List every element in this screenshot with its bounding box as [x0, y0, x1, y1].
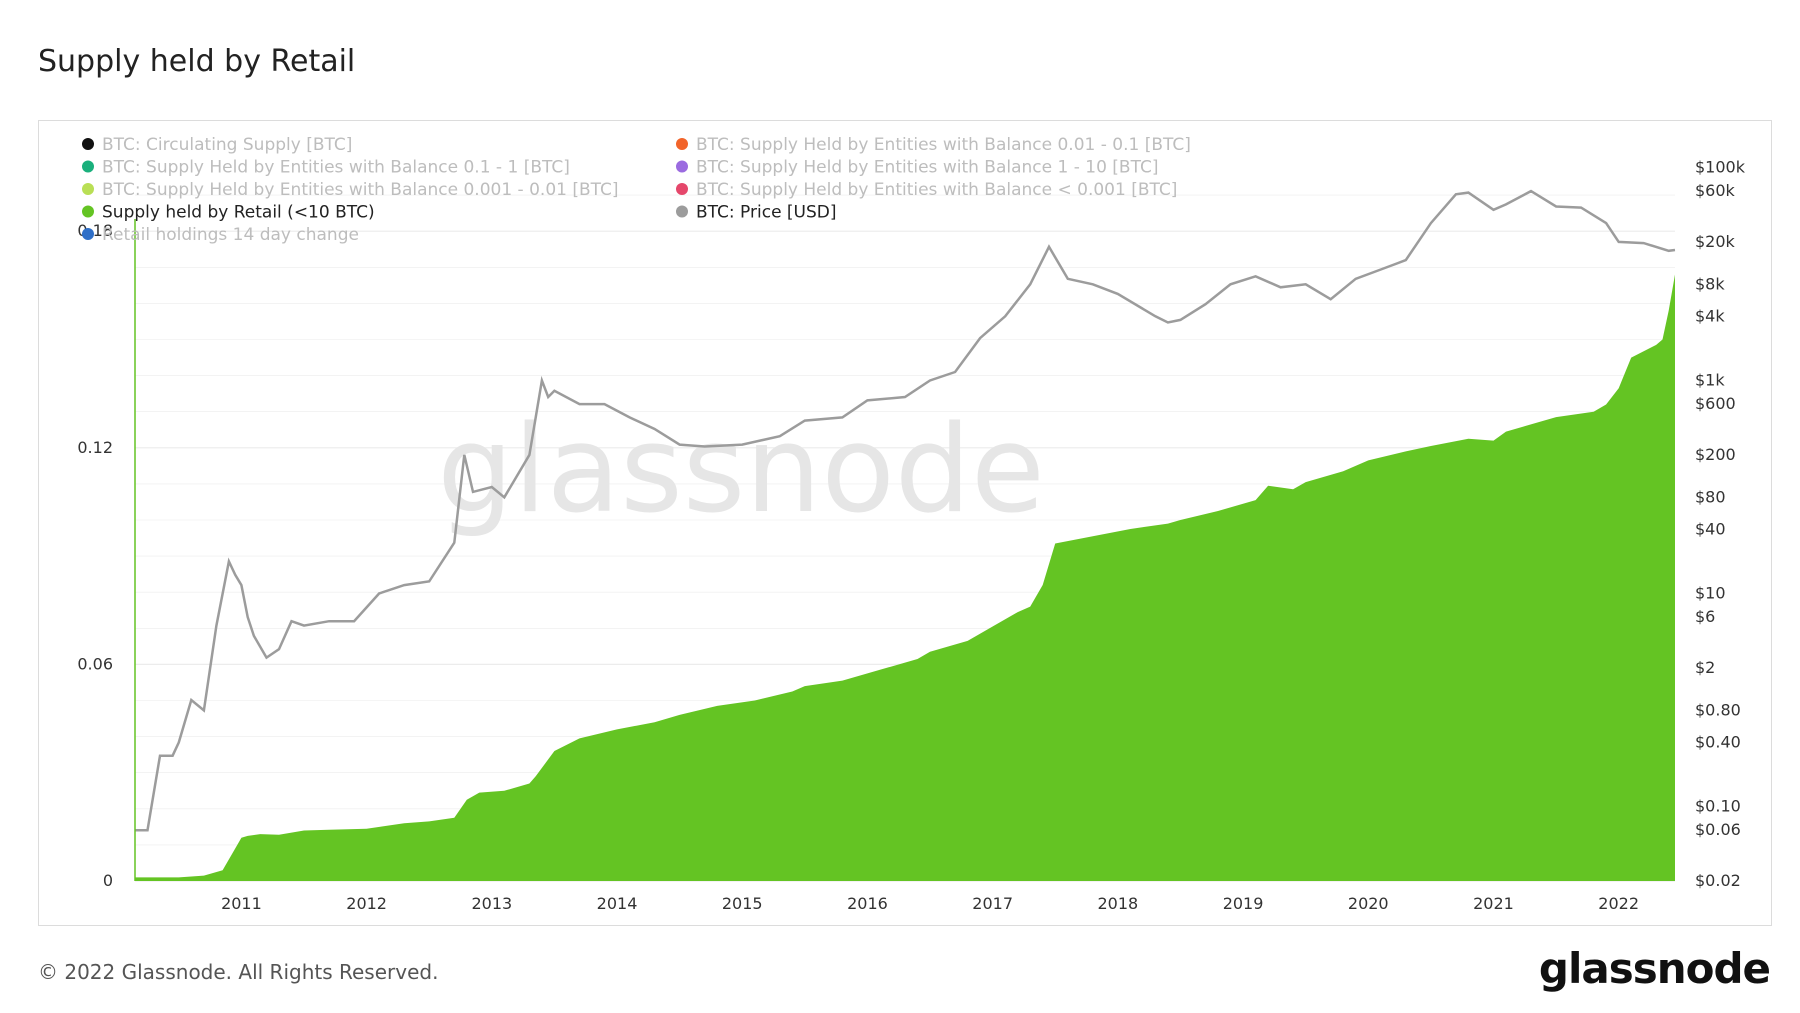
btc-price-line[interactable] [135, 189, 1676, 832]
legend-label: BTC: Supply Held by Entities with Balanc… [696, 180, 1177, 200]
right-tick-label: $6 [1695, 607, 1715, 626]
legend-dot [82, 183, 94, 195]
legend-label: BTC: Circulating Supply [BTC] [102, 135, 352, 155]
legend-label: BTC: Supply Held by Entities with Balanc… [696, 158, 1158, 178]
chart-frame: glassnode 0 0.06 0.12 0.18 $100k $60k $20k $8k… [38, 120, 1772, 926]
right-tick-label: $10 [1695, 584, 1726, 603]
legend-item[interactable]: BTC: Circulating Supply [BTC] [82, 135, 352, 155]
legend-item[interactable]: BTC: Supply Held by Entities with Balanc… [676, 158, 1158, 178]
left-axis: 00.060.120.18 [77, 221, 113, 890]
x-tick-label: 2015 [722, 894, 763, 913]
legend-dot [82, 228, 94, 240]
legend-label: BTC: Supply Held by Entities with Balanc… [102, 158, 570, 178]
x-tick-label: 2021 [1473, 894, 1514, 913]
right-tick-label: $80 [1695, 487, 1726, 506]
right-tick-label: $8k [1695, 274, 1725, 293]
legend-dot [676, 160, 688, 173]
retail-supply-area[interactable] [135, 274, 1675, 882]
x-tick-label: 2018 [1097, 894, 1138, 913]
legend-dot [82, 205, 94, 218]
page-title: Supply held by Retail [38, 44, 356, 79]
right-tick-label: $100k [1695, 157, 1746, 176]
right-tick-label: $4k [1695, 306, 1725, 325]
footer-logo: glassnode [1538, 944, 1771, 993]
right-tick-label: $1k [1695, 370, 1725, 389]
legend-item[interactable]: BTC: Supply Held by Entities with Balanc… [676, 180, 1177, 200]
left-tick-label: 0.06 [77, 654, 113, 673]
legend-item[interactable]: BTC: Supply Held by Entities with Balanc… [82, 180, 619, 200]
right-tick-label: $40 [1695, 519, 1726, 538]
legend-label: BTC: Supply Held by Entities with Balanc… [102, 180, 619, 200]
x-tick-label: 2016 [847, 894, 888, 913]
legend-label: Retail holdings 14 day change [102, 225, 359, 245]
right-tick-label: $0.80 [1695, 700, 1741, 719]
x-tick-label: 2011 [221, 894, 262, 913]
x-tick-label: 2020 [1348, 894, 1389, 913]
right-tick-label: $200 [1695, 445, 1736, 464]
legend-dot [676, 205, 688, 218]
right-tick-label: $0.06 [1695, 820, 1741, 839]
footer-copyright: © 2022 Glassnode. All Rights Reserved. [38, 960, 439, 984]
x-tick-label: 2012 [346, 894, 387, 913]
x-axis: 2011 2012 2013 2014 2015 2016 2017 2018 2019 2020… [221, 894, 1639, 913]
legend-label: BTC: Supply Held by Entities with Balanc… [696, 135, 1191, 155]
legend: BTC: Circulating Supply [BTC] BTC: Supply… [82, 135, 1191, 245]
right-tick-label: $0.02 [1695, 871, 1741, 890]
watermark: glassnode [437, 401, 1045, 540]
legend-label: Supply held by Retail (<10 BTC) [102, 203, 375, 223]
legend-label: BTC: Price [USD] [696, 203, 837, 223]
right-tick-label: $0.40 [1695, 732, 1741, 751]
x-tick-label: 2022 [1598, 894, 1639, 913]
legend-dot [82, 160, 94, 173]
legend-dot [676, 138, 688, 150]
grid [135, 194, 1675, 882]
left-tick-label: 0.12 [77, 438, 113, 457]
right-tick-label: $600 [1695, 394, 1736, 413]
left-tick-label: 0 [103, 871, 113, 890]
legend-item[interactable]: BTC: Price [USD] [676, 203, 837, 223]
x-tick-label: 2013 [471, 894, 512, 913]
right-axis: $100k $60k $20k $8k $4k $1k $600 $200 $80 $40 $10 $… [1695, 157, 1746, 890]
legend-item[interactable]: BTC: Supply Held by Entities with Balanc… [82, 158, 570, 178]
right-tick-label: $2 [1695, 658, 1715, 677]
x-tick-label: 2014 [597, 894, 638, 913]
legend-item[interactable]: Retail holdings 14 day change [82, 225, 359, 245]
chart: glassnode 00.060.120.18 $100k$60k$20k$8k… [77, 135, 1746, 913]
right-tick-label: $20k [1695, 232, 1736, 251]
right-tick-label: $0.10 [1695, 797, 1741, 816]
x-tick-label: 2019 [1223, 894, 1264, 913]
x-tick-label: 2017 [972, 894, 1013, 913]
right-tick-label: $60k [1695, 181, 1736, 200]
legend-dot [82, 138, 94, 150]
legend-item[interactable]: BTC: Supply Held by Entities with Balanc… [676, 135, 1191, 155]
legend-dot [676, 183, 688, 195]
legend-item[interactable]: Supply held by Retail (<10 BTC) [82, 203, 375, 223]
